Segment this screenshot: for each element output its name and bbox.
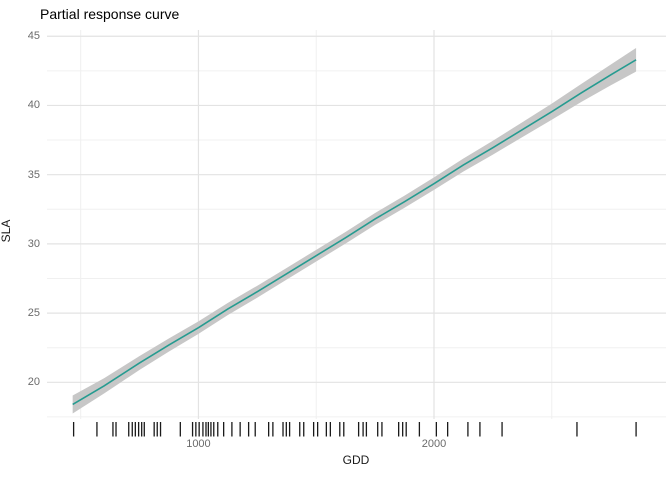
grid-minor-layer <box>47 30 666 419</box>
confidence-band <box>72 47 637 414</box>
x-axis-title: GDD <box>342 453 370 467</box>
fit-line <box>72 59 637 406</box>
chart-title: Partial response curve <box>40 6 180 22</box>
grid-major-layer <box>47 30 666 419</box>
y-tick-label: 45 <box>27 30 40 43</box>
rug-layer <box>72 422 637 437</box>
x-tick-label: 1000 <box>186 438 211 450</box>
x-tick-label: 2000 <box>421 438 447 450</box>
y-tick-label: 40 <box>27 99 40 112</box>
y-tick-label: 20 <box>27 376 40 389</box>
y-tick-label: 25 <box>27 307 40 320</box>
y-axis-title: SLA <box>0 219 13 243</box>
y-tick-label: 35 <box>27 168 40 181</box>
y-tick-label: 30 <box>27 237 40 250</box>
